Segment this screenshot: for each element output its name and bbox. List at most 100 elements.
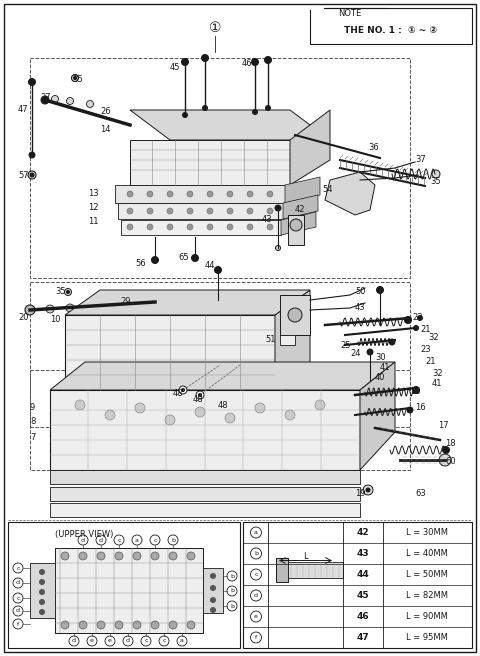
- Text: 42: 42: [357, 528, 369, 537]
- Text: 25: 25: [340, 340, 350, 350]
- Circle shape: [203, 106, 207, 110]
- Polygon shape: [50, 362, 395, 390]
- Text: 32: 32: [432, 369, 443, 377]
- Circle shape: [64, 289, 72, 295]
- Circle shape: [105, 636, 115, 646]
- Circle shape: [41, 96, 49, 104]
- Circle shape: [39, 590, 45, 594]
- Text: 37: 37: [415, 155, 426, 165]
- Text: a: a: [254, 530, 258, 535]
- Bar: [288, 215, 304, 245]
- Circle shape: [86, 303, 94, 311]
- Polygon shape: [121, 220, 281, 235]
- Circle shape: [265, 106, 271, 110]
- Text: 10: 10: [50, 316, 60, 325]
- Text: c: c: [153, 537, 157, 543]
- Circle shape: [202, 54, 208, 62]
- Circle shape: [78, 535, 88, 545]
- Text: 18: 18: [445, 438, 456, 447]
- Circle shape: [39, 579, 45, 584]
- Text: d: d: [99, 537, 103, 543]
- Bar: [8, 522, 240, 648]
- Text: 27: 27: [40, 94, 50, 102]
- Circle shape: [177, 636, 187, 646]
- Circle shape: [66, 304, 74, 312]
- Text: 63: 63: [415, 489, 426, 497]
- Text: 47: 47: [18, 106, 29, 115]
- Circle shape: [67, 291, 70, 293]
- Polygon shape: [130, 140, 290, 185]
- Polygon shape: [290, 110, 330, 185]
- Text: 60: 60: [445, 457, 456, 466]
- Text: 15: 15: [410, 388, 420, 396]
- Circle shape: [211, 573, 216, 579]
- Circle shape: [264, 56, 272, 64]
- Circle shape: [432, 170, 440, 178]
- Text: d: d: [16, 609, 20, 613]
- Circle shape: [179, 386, 187, 394]
- Circle shape: [72, 75, 79, 81]
- Circle shape: [29, 152, 35, 158]
- Text: c: c: [144, 638, 148, 644]
- Text: L = 90MM: L = 90MM: [406, 612, 448, 621]
- Circle shape: [79, 552, 87, 560]
- Circle shape: [87, 636, 97, 646]
- Circle shape: [182, 112, 188, 117]
- Circle shape: [443, 447, 449, 453]
- Text: 23: 23: [420, 346, 431, 354]
- Circle shape: [276, 245, 280, 251]
- Circle shape: [215, 266, 221, 274]
- Text: c: c: [16, 565, 20, 571]
- Text: ①: ①: [209, 21, 221, 35]
- Circle shape: [227, 586, 237, 596]
- Circle shape: [39, 609, 45, 615]
- Circle shape: [225, 413, 235, 423]
- Text: L: L: [303, 552, 307, 561]
- Circle shape: [251, 590, 262, 601]
- Circle shape: [252, 58, 259, 66]
- Polygon shape: [118, 203, 283, 219]
- Bar: [276, 558, 288, 581]
- Text: 7: 7: [30, 432, 36, 441]
- Circle shape: [247, 191, 253, 197]
- Circle shape: [288, 308, 302, 322]
- Bar: [280, 335, 295, 345]
- Text: d: d: [81, 537, 85, 543]
- Circle shape: [61, 552, 69, 560]
- Text: 35: 35: [72, 75, 83, 85]
- Circle shape: [151, 621, 159, 629]
- Text: 30: 30: [375, 352, 385, 361]
- Text: b: b: [230, 573, 234, 579]
- Circle shape: [133, 621, 141, 629]
- Circle shape: [199, 394, 202, 396]
- Text: 47: 47: [357, 633, 370, 642]
- Bar: [280, 295, 310, 335]
- Text: 19: 19: [355, 489, 365, 497]
- Circle shape: [192, 255, 199, 262]
- Circle shape: [227, 224, 233, 230]
- Circle shape: [247, 208, 253, 214]
- Polygon shape: [275, 290, 310, 390]
- Circle shape: [252, 110, 257, 115]
- Circle shape: [39, 569, 45, 575]
- Bar: [203, 568, 223, 613]
- Circle shape: [187, 621, 195, 629]
- Text: a: a: [180, 638, 184, 644]
- Circle shape: [13, 606, 23, 616]
- Circle shape: [69, 636, 79, 646]
- Text: 46: 46: [357, 612, 369, 621]
- Text: 20: 20: [18, 314, 28, 323]
- Circle shape: [407, 407, 413, 413]
- Circle shape: [97, 621, 105, 629]
- Circle shape: [28, 171, 36, 179]
- Text: L = 50MM: L = 50MM: [406, 570, 448, 579]
- Circle shape: [251, 632, 262, 643]
- Circle shape: [251, 569, 262, 580]
- Bar: [30, 58, 410, 278]
- Circle shape: [255, 403, 265, 413]
- Circle shape: [106, 302, 114, 310]
- Circle shape: [25, 305, 35, 315]
- Text: 57: 57: [18, 171, 29, 180]
- Text: 48: 48: [173, 388, 184, 398]
- Polygon shape: [130, 110, 330, 140]
